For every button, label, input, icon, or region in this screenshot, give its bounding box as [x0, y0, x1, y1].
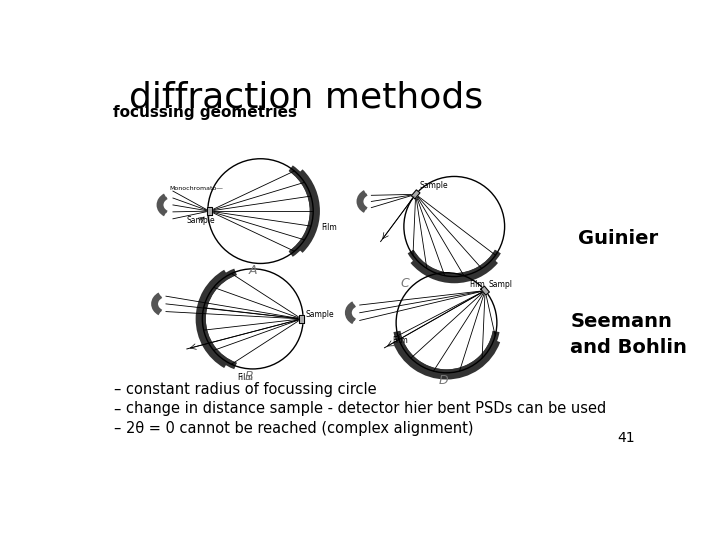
Text: B: B — [245, 370, 253, 383]
Polygon shape — [207, 207, 212, 215]
Text: Guinier: Guinier — [578, 228, 658, 247]
Text: A: A — [249, 264, 257, 277]
Text: Sampl: Sampl — [489, 280, 513, 289]
Text: Sample: Sample — [305, 309, 334, 319]
Polygon shape — [411, 190, 420, 199]
Polygon shape — [300, 315, 304, 323]
Text: Seemann
and Bohlin: Seemann and Bohlin — [570, 312, 688, 357]
Text: 2θ = 0 cannot be reached (complex alignment): 2θ = 0 cannot be reached (complex alignm… — [126, 421, 473, 436]
Text: Film: Film — [238, 373, 253, 382]
Text: Sample: Sample — [420, 181, 448, 190]
Text: –: – — [113, 402, 121, 416]
Text: Film: Film — [392, 336, 408, 345]
Text: Film: Film — [469, 280, 485, 289]
Polygon shape — [481, 286, 490, 295]
Text: change in distance sample - detector hier bent PSDs can be used: change in distance sample - detector hie… — [126, 402, 606, 416]
Text: diffraction methods: diffraction methods — [129, 80, 483, 114]
Text: 41: 41 — [617, 431, 635, 446]
Text: constant radius of focussing circle: constant radius of focussing circle — [126, 382, 377, 397]
Text: focussing geometries: focussing geometries — [113, 105, 297, 120]
Text: Monochromato―: Monochromato― — [169, 186, 222, 191]
Text: –: – — [113, 382, 121, 397]
Text: –: – — [113, 421, 121, 436]
Text: Film: Film — [321, 224, 337, 232]
Text: D: D — [438, 374, 449, 387]
Text: Sample: Sample — [186, 217, 215, 225]
Text: C: C — [400, 278, 409, 291]
